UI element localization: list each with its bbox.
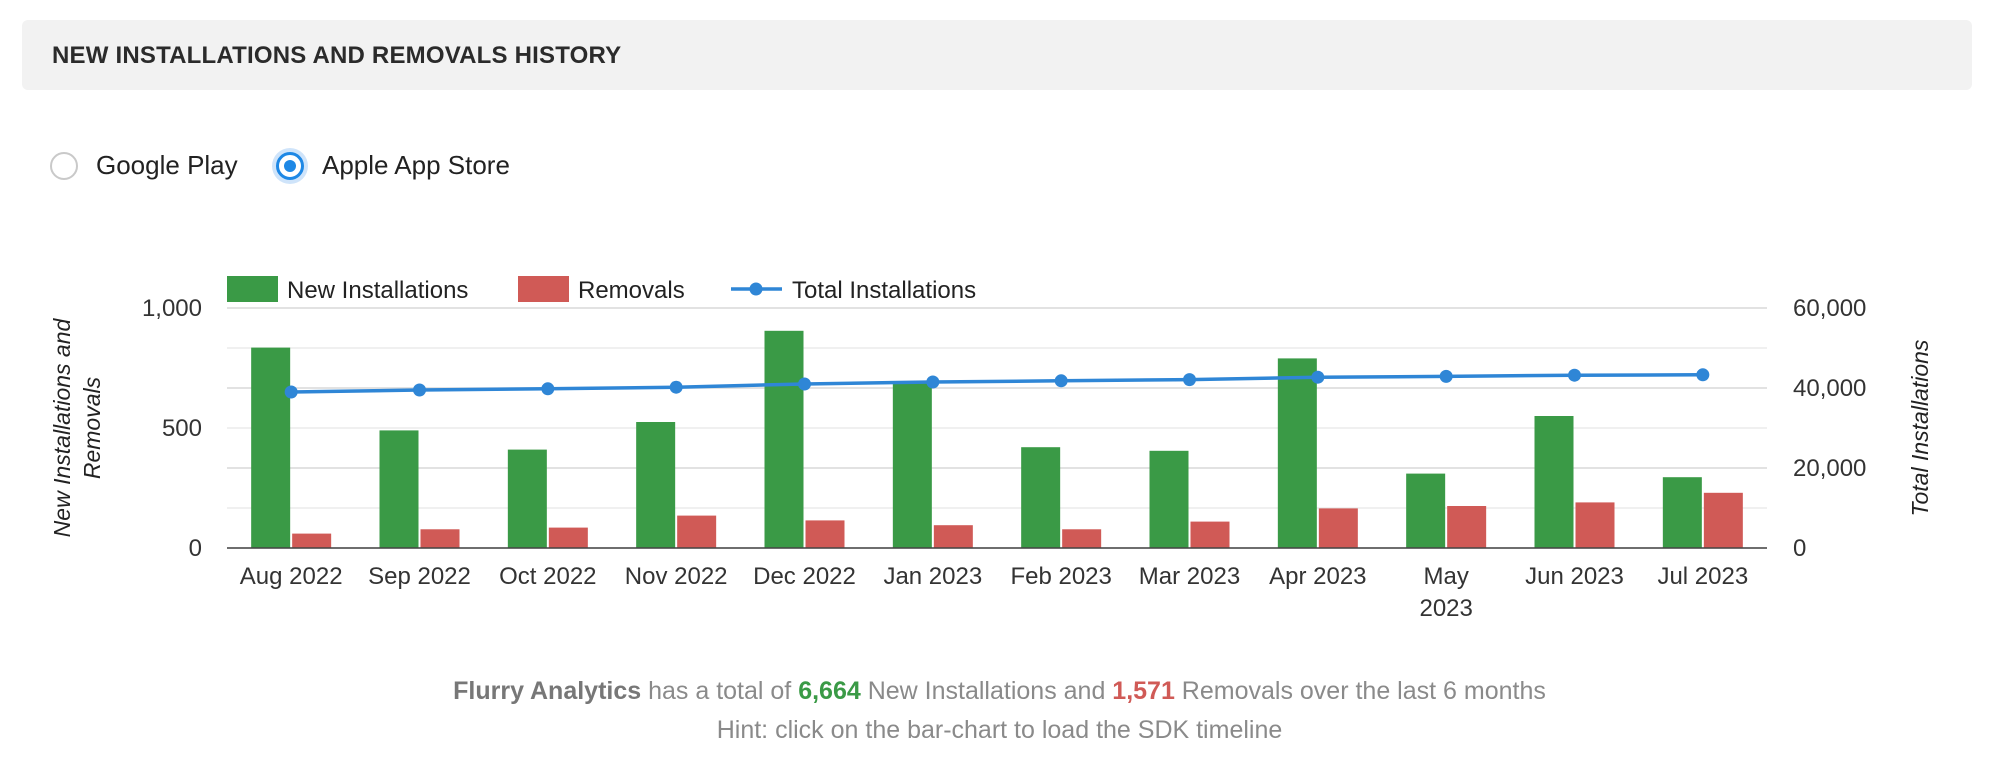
legend-label-new-installations: New Installations (287, 277, 468, 304)
y-right-tick-label: 60,000 (1793, 295, 1866, 322)
y-right-tick-label: 40,000 (1793, 375, 1866, 402)
bar-new-installations (1149, 450, 1189, 548)
x-tick-label: Jun 2023 (1525, 563, 1624, 590)
legend-point-total-installations (749, 282, 763, 296)
bar-new-installations (251, 347, 291, 548)
radio-google-play[interactable]: Google Play (50, 150, 238, 181)
point-total-installations (1568, 368, 1581, 382)
y-left-tick-label: 500 (162, 415, 202, 442)
bar-new-installations (1534, 416, 1574, 548)
bar-removals (1318, 508, 1358, 548)
bar-new-installations (764, 330, 804, 548)
x-tick-label: Aug 2022 (240, 563, 343, 590)
y-left-tick-label: 0 (189, 535, 202, 562)
x-tick-label: Apr 2023 (1269, 563, 1366, 590)
radio-apple-app-store[interactable]: Apple App Store (276, 150, 510, 181)
y-right-tick-label: 20,000 (1793, 455, 1866, 482)
x-tick-label: Feb 2023 (1010, 563, 1111, 590)
y-right-axis-title: Total Installations (1907, 339, 1933, 516)
summary-new-count: 6,664 (798, 677, 861, 705)
summary-removal-count: 1,571 (1112, 677, 1175, 705)
summary-text-part1: has a total of (641, 677, 799, 705)
x-tick-label: May 2023 (1419, 563, 1472, 622)
bar-removals (1062, 529, 1102, 548)
point-total-installations (541, 382, 555, 396)
radio-label-google-play: Google Play (96, 150, 238, 180)
bar-removals (677, 515, 717, 548)
point-total-installations (669, 380, 683, 394)
point-total-installations (413, 383, 426, 397)
x-tick-label: Jan 2023 (883, 563, 982, 590)
bar-removals (1447, 506, 1487, 548)
bar-removals (548, 527, 588, 548)
point-total-installations (1439, 369, 1453, 383)
x-tick-label: Nov 2022 (625, 563, 728, 590)
bar-new-installations (1662, 477, 1702, 548)
x-tick-label: Mar 2023 (1139, 563, 1240, 590)
y-left-tick-label: 1,000 (142, 295, 202, 322)
summary-text: Flurry Analytics has a total of 6,664 Ne… (0, 677, 1999, 706)
x-tick-label: Sep 2022 (368, 563, 471, 590)
point-total-installations (1311, 370, 1325, 384)
point-total-installations (1696, 368, 1710, 382)
x-tick-label: Oct 2022 (499, 563, 596, 590)
y-left-axis-title: New Installations and Removals (49, 317, 105, 537)
bar-removals (1190, 521, 1230, 548)
legend-label-removals: Removals (578, 277, 685, 304)
bar-removals (1703, 492, 1743, 548)
section-header: NEW INSTALLATIONS AND REMOVALS HISTORY (22, 20, 1972, 90)
bar-removals (292, 533, 332, 548)
bar-removals (420, 529, 460, 548)
bar-removals (933, 525, 973, 548)
bar-new-installations (507, 449, 547, 548)
bar-new-installations (1406, 473, 1446, 548)
bar-new-installations (636, 422, 676, 548)
radio-label-apple-app-store: Apple App Store (322, 150, 510, 180)
installations-chart[interactable]: 0 500 1,000 0 20,000 40,000 60,000 New Installa… (0, 0, 1999, 640)
point-total-installations (284, 385, 298, 399)
summary-text-part2: New Installations and (860, 677, 1113, 705)
summary-company: Flurry Analytics (453, 677, 642, 705)
line-total-installations (291, 373, 1703, 394)
legend-swatch-new-installations (227, 276, 278, 302)
bar-new-installations (1021, 447, 1061, 548)
x-tick-label: Dec 2022 (753, 563, 856, 590)
radio-circle-icon[interactable] (50, 151, 78, 180)
radio-checked-icon[interactable] (276, 151, 304, 180)
hint-text: Hint: click on the bar-chart to load the… (716, 716, 1283, 744)
summary-text-part3: Removals over the last 6 months (1174, 677, 1546, 705)
y-right-tick-label: 0 (1793, 535, 1806, 562)
bar-removals (805, 520, 845, 548)
bar-new-installations (379, 430, 419, 548)
bar-new-installations (892, 382, 932, 548)
legend-swatch-removals (518, 276, 569, 302)
point-total-installations (798, 377, 811, 391)
section-title: NEW INSTALLATIONS AND REMOVALS HISTORY (52, 42, 622, 69)
legend-label-total-installations: Total Installations (792, 277, 976, 304)
point-total-installations (926, 375, 940, 389)
x-tick-label: Jul 2023 (1657, 563, 1748, 590)
point-total-installations (1183, 373, 1196, 387)
point-total-installations (1054, 374, 1068, 388)
bar-new-installations (1277, 358, 1317, 548)
bar-removals (1575, 502, 1615, 548)
